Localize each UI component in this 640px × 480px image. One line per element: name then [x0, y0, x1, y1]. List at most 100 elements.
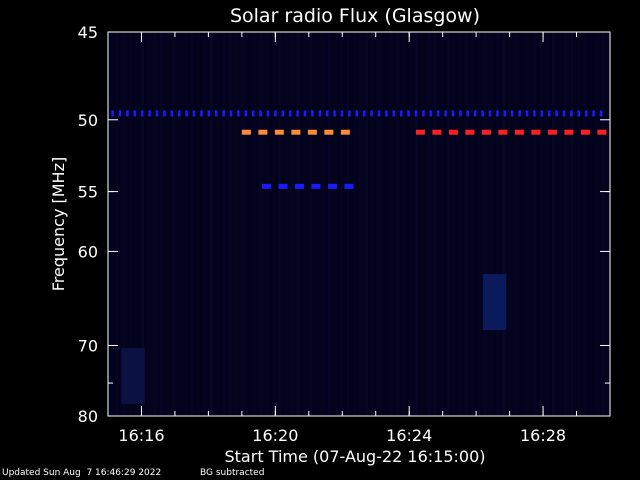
background-stripe [184, 32, 188, 416]
x-axis-label: Start Time (07-Aug-22 16:15:00) [225, 447, 486, 466]
background-stripe [265, 32, 269, 416]
interference-dash [465, 129, 475, 135]
interference-dot [496, 110, 499, 117]
x-tick-label: 16:24 [386, 426, 432, 445]
background-stripe [396, 32, 400, 416]
background-stripe [159, 32, 163, 416]
interference-dot [318, 110, 322, 117]
background-stripe [203, 32, 207, 416]
interference-dot [407, 110, 410, 117]
x-tick-label: 16:20 [252, 426, 298, 445]
axes: 45 50 55 60 70 80 16:16 16:20 16:24 16:28 [78, 23, 611, 445]
interference-dot [303, 110, 307, 117]
interference-dot [533, 110, 536, 117]
background-stripe [495, 32, 499, 416]
x-tick-label: 16:16 [118, 426, 164, 445]
plot-background [108, 32, 610, 416]
interference-dash [514, 129, 524, 135]
background-stripe [408, 32, 412, 416]
background-stripe [583, 32, 587, 416]
background-stripe [533, 32, 537, 416]
interference-dot [229, 110, 233, 117]
interference-dot [570, 110, 573, 117]
interference-dot [577, 110, 581, 117]
interference-dot [192, 110, 196, 117]
background-stripe [228, 32, 232, 416]
interference-dot [348, 110, 351, 117]
background-stripe [601, 32, 605, 416]
enhancement-patch [482, 274, 507, 331]
y-tick-label: 70 [78, 336, 98, 355]
background-stripe [402, 32, 406, 416]
background-stripe [178, 32, 182, 416]
background-stripe [234, 32, 238, 416]
interference-dot [311, 110, 314, 117]
background-stripe [446, 32, 450, 416]
plot-area [108, 32, 610, 416]
interference-dot [170, 110, 174, 117]
background-stripe [520, 32, 524, 416]
updated-timestamp: Updated Sun Aug 7 16:46:29 2022 [2, 468, 162, 478]
interference-dot [200, 110, 203, 117]
background-stripe [508, 32, 512, 416]
interference-dot [177, 110, 181, 117]
background-stripe [122, 32, 126, 416]
x-tick-label: 16:28 [520, 426, 566, 445]
spectral-features [111, 110, 607, 404]
background-stripe [439, 32, 443, 416]
background-stripe [116, 32, 120, 416]
background-stripe [390, 32, 394, 416]
background-stripe [539, 32, 543, 416]
interference-dash [340, 129, 350, 135]
interference-dash [258, 129, 268, 135]
background-stripe [452, 32, 456, 416]
interference-dash [531, 129, 541, 135]
background-stripe [240, 32, 244, 416]
background-stripe [433, 32, 437, 416]
background-stripe [296, 32, 300, 416]
y-tick-label: 80 [78, 407, 98, 426]
background-stripe [197, 32, 201, 416]
background-stripe [340, 32, 344, 416]
y-tick-label: 50 [78, 111, 98, 130]
background-stripe [359, 32, 362, 416]
interference-dot [325, 110, 329, 117]
interference-dash [481, 129, 491, 135]
background-stripe [134, 32, 138, 416]
interference-dot [584, 110, 588, 117]
interference-dash [291, 129, 301, 135]
interference-dot [488, 110, 492, 117]
interference-dot [207, 110, 211, 117]
interference-dot [340, 110, 344, 117]
interference-dot [525, 110, 529, 117]
interference-dot [422, 110, 425, 117]
background-stripe [483, 32, 487, 416]
interference-dot [185, 110, 188, 117]
background-stripe [365, 32, 369, 416]
interference-dash [311, 183, 321, 189]
background-stripe [153, 32, 157, 416]
interference-dot [385, 110, 388, 117]
interference-dash [324, 129, 334, 135]
background-stripe [327, 32, 331, 416]
interference-dot [362, 110, 366, 117]
y-tick-label: 60 [78, 242, 98, 261]
background-stripe [458, 32, 462, 416]
interference-dash [278, 183, 288, 189]
interference-dot [444, 110, 447, 117]
interference-dot [222, 110, 225, 117]
interference-dash [580, 129, 590, 135]
interference-dot [547, 110, 551, 117]
interference-dash [241, 129, 251, 135]
background-stripe [427, 32, 431, 416]
background-stripe [564, 32, 568, 416]
interference-dash [432, 129, 442, 135]
background-stripe [589, 32, 593, 416]
interference-dot [599, 110, 603, 117]
interference-dot [237, 110, 240, 117]
interference-dot [288, 110, 292, 117]
background-stripe [477, 32, 481, 416]
background-stripe [246, 32, 250, 416]
background-stripe [190, 32, 194, 416]
interference-dot [436, 110, 440, 117]
